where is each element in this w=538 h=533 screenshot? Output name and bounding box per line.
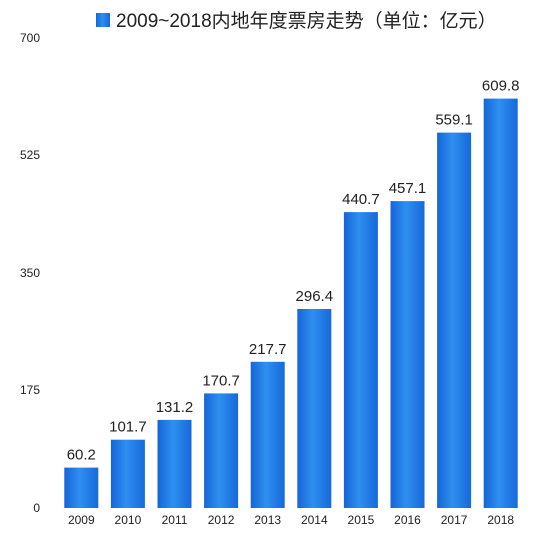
y-tick-label: 525 [20,148,40,162]
y-tick-label: 0 [33,501,40,515]
bar [110,439,145,508]
bar-series [64,98,518,508]
bar [157,419,192,508]
y-tick-label: 175 [20,383,40,397]
bar-value-label: 559.1 [435,112,473,129]
x-tick-label: 2016 [394,513,421,527]
bar [64,467,99,508]
bar [483,98,518,508]
y-tick-label: 350 [20,266,40,280]
bar-value-label: 170.7 [202,372,240,389]
x-tick-label: 2011 [162,513,188,527]
x-axis: 2009 2010 2011 2012 2013 2014 2015 2016 2017 2018 [68,513,514,527]
x-tick-label: 2017 [441,513,468,527]
bar-value-label: 217.7 [249,341,287,358]
bar-value-label: 609.8 [482,78,520,95]
bar-value-label: 60.2 [67,447,96,464]
x-tick-label: 2015 [348,513,375,527]
legend-label: 2009~2018内地年度票房走势（单位：亿元） [116,10,497,32]
chart-legend: 2009~2018内地年度票房走势（单位：亿元） [96,10,497,32]
value-labels: 60.2 101.7 131.2 170.7 217.7 296.4 440.7 457.1 5… [67,78,520,464]
bar-value-label: 440.7 [342,191,380,208]
x-tick-label: 2013 [254,513,281,527]
legend-swatch [96,13,110,27]
bar [390,201,425,508]
bar-value-label: 131.2 [156,399,194,416]
x-tick-label: 2014 [301,513,328,527]
bar-value-label: 101.7 [109,419,147,436]
bar [343,212,378,508]
y-tick-label: 700 [20,31,40,45]
x-tick-label: 2009 [68,513,95,527]
bar-value-label: 457.1 [389,180,427,197]
bar [250,361,285,508]
bar-value-label: 296.4 [296,288,334,305]
x-tick-label: 2012 [208,513,235,527]
x-tick-label: 2010 [115,513,142,527]
bar [297,309,332,508]
x-tick-label: 2018 [487,513,514,527]
bar [204,393,239,508]
bar [437,132,472,508]
y-axis: 700 525 350 175 0 [20,31,40,515]
